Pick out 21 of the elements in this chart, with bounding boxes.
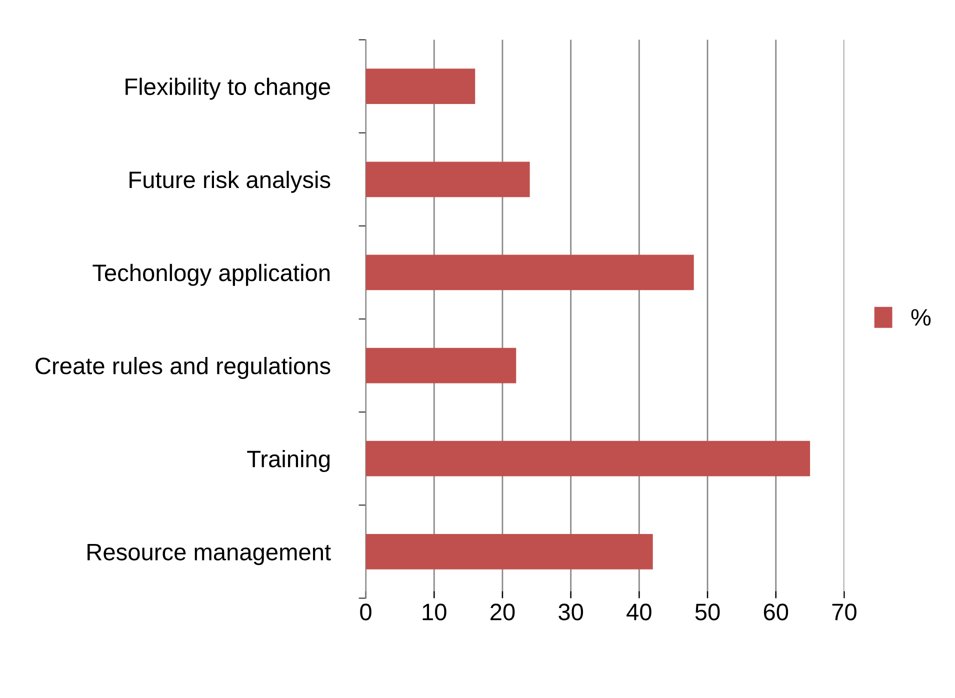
bar — [366, 440, 810, 476]
bar — [366, 162, 530, 198]
y-tick-label: Flexibility to change — [126, 78, 330, 100]
y-tick-label: Training — [247, 450, 330, 472]
x-tick-label: 60 — [764, 604, 788, 620]
x-tick-label: 0 — [360, 604, 372, 620]
y-tick-label: Future risk analysis — [130, 170, 330, 193]
x-tick-label: 30 — [558, 604, 584, 620]
bar — [366, 534, 653, 570]
bar — [366, 254, 694, 290]
x-tick-label: 70 — [832, 604, 856, 620]
bar — [366, 348, 516, 384]
x-tick-label: 10 — [422, 604, 446, 620]
x-tick-label: 40 — [626, 604, 652, 620]
legend-label: % — [911, 309, 931, 326]
y-tick-label: Create rules and regulations — [36, 356, 330, 379]
y-tick-label: Resource management — [88, 544, 331, 566]
x-tick-label: 20 — [490, 604, 515, 620]
y-tick-label: Techonlogy application — [92, 264, 330, 286]
bar — [366, 68, 476, 104]
x-tick-label: 50 — [695, 604, 720, 620]
